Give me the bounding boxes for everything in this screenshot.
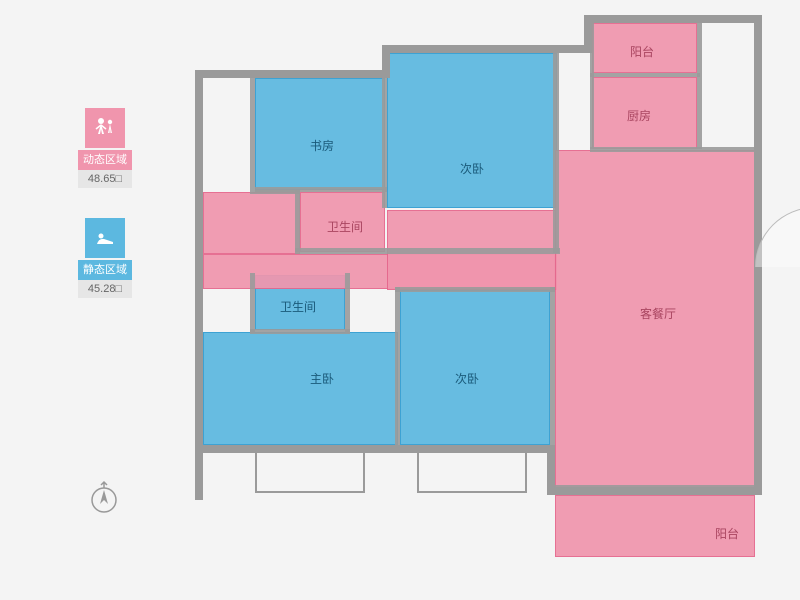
room-label-bed2b: 次卧 — [455, 370, 479, 387]
inner-wall-3 — [295, 248, 560, 254]
inner-wall-14 — [590, 147, 755, 152]
outer-wall-5 — [584, 15, 762, 23]
room-label-balcony2: 阳台 — [715, 525, 739, 542]
inner-wall-2 — [295, 190, 300, 252]
room-label-kitchen: 厨房 — [627, 107, 651, 124]
rest-icon — [85, 218, 125, 258]
outer-wall-3 — [382, 45, 592, 53]
floorplan: 书房次卧卫生间卫生间主卧次卧客餐厅厨房阳台阳台 — [195, 15, 765, 570]
room-master — [203, 332, 398, 445]
inner-wall-11 — [395, 287, 555, 292]
room-label-master: 主卧 — [310, 370, 334, 387]
room-label-living: 客餐厅 — [640, 305, 676, 322]
outer-wall-0 — [195, 70, 203, 500]
inner-wall-9 — [345, 273, 350, 333]
outer-wall-8 — [195, 445, 555, 453]
outer-wall-1 — [195, 70, 390, 78]
inner-wall-17 — [553, 485, 757, 490]
inner-wall-10 — [395, 287, 400, 445]
inner-wall-0 — [250, 78, 255, 190]
legend-static-value: 45.28□ — [78, 280, 132, 298]
room-label-bed2a: 次卧 — [460, 160, 484, 177]
legend-static: 静态区域 45.28□ — [78, 218, 132, 298]
room-label-study: 书房 — [310, 137, 334, 154]
room-sidecorr — [203, 192, 300, 254]
inner-wall-15 — [697, 23, 702, 149]
room-label-bath1: 卫生间 — [327, 218, 363, 235]
balcony-notch-1 — [417, 453, 527, 493]
inner-wall-5 — [255, 187, 387, 192]
inner-wall-16 — [590, 23, 594, 149]
room-label-balcony1: 阳台 — [630, 43, 654, 60]
compass-icon — [88, 480, 120, 512]
legend-dynamic-label: 动态区域 — [78, 150, 132, 170]
balcony-notch-0 — [255, 453, 365, 493]
room-label-bath2: 卫生间 — [280, 298, 316, 315]
legend-dynamic-value: 48.65□ — [78, 170, 132, 188]
inner-wall-8 — [250, 329, 350, 334]
room-bed2a — [387, 53, 557, 208]
room-bed2b — [400, 290, 550, 445]
room-study — [255, 78, 385, 190]
inner-wall-12 — [550, 287, 555, 445]
inner-wall-6 — [553, 53, 559, 253]
legend-static-label: 静态区域 — [78, 260, 132, 280]
people-icon — [85, 108, 125, 148]
inner-wall-13 — [590, 73, 700, 77]
inner-wall-7 — [250, 273, 255, 333]
legend: 动态区域 48.65□ 静态区域 45.28□ — [78, 108, 132, 328]
legend-dynamic: 动态区域 48.65□ — [78, 108, 132, 188]
